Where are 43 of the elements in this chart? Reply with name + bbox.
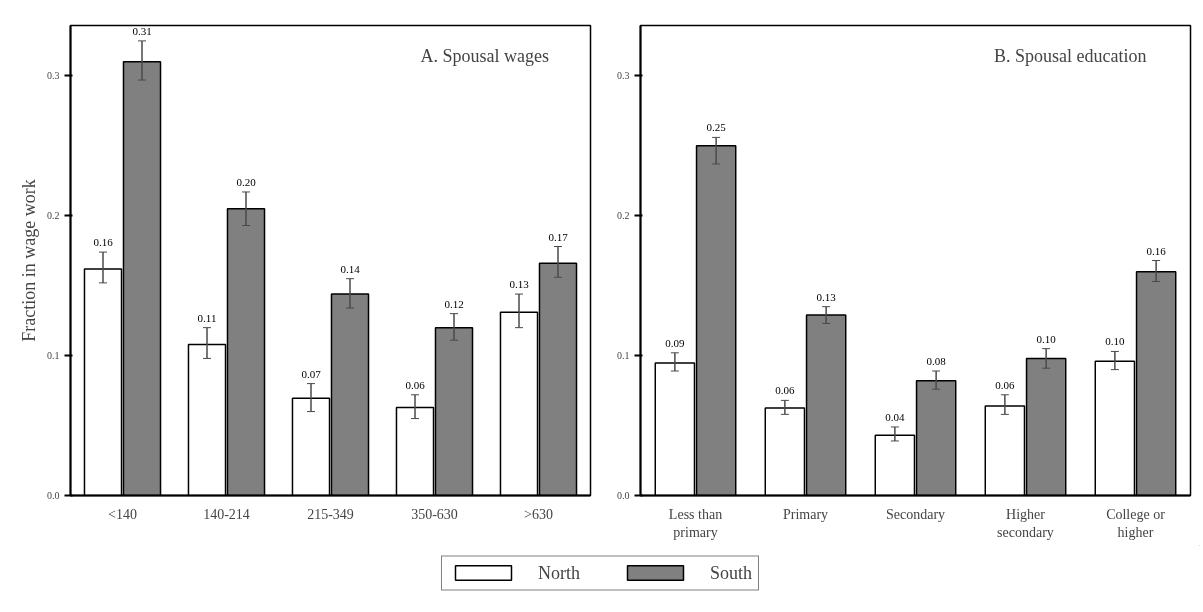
data-label: 0.11	[197, 311, 217, 324]
x-tick-label: Higher secondary	[997, 506, 1054, 540]
y-tick-label: 0.1	[617, 350, 630, 362]
data-label: 0.20	[236, 175, 257, 188]
data-label: 0.09	[665, 336, 685, 349]
x-tick-label: 350-630	[411, 506, 458, 522]
y-tick-label: 0.0	[617, 490, 630, 501]
y-tick-label: 0.3	[47, 70, 60, 82]
text: A. Spousal wages	[420, 45, 549, 66]
x-tick-label: College or higher	[1106, 506, 1166, 540]
x-tick-label: >630	[524, 506, 553, 522]
legend-label: South	[709, 562, 753, 583]
data-label: 0.06	[995, 378, 1015, 391]
y-tick-label: 0.1	[47, 350, 60, 362]
x-tick-label: Less than primary	[668, 506, 723, 540]
data-label: 0.14	[340, 262, 361, 275]
data-label: 0.06	[405, 378, 426, 391]
data-label: 0.10	[1105, 335, 1125, 348]
data-label: 0.25	[706, 121, 727, 134]
y-tick-label: 0.3	[617, 70, 630, 82]
x-tick-label: <140	[108, 506, 137, 522]
data-label: 0.07	[301, 367, 322, 380]
data-label: 0.10	[1036, 332, 1057, 345]
data-label: 0.13	[816, 290, 837, 303]
x-tick-label: Primary	[782, 506, 829, 522]
data-label: 0.06	[775, 384, 795, 397]
data-label: 0.04	[885, 410, 905, 423]
data-label: 0.16	[93, 236, 114, 249]
data-label: 0.31	[132, 24, 152, 37]
x-tick-label: 215-349	[307, 506, 354, 522]
y-tick-label: 0.0	[47, 490, 60, 501]
legend-label: North	[537, 562, 580, 583]
y-tick-label: 0.2	[47, 210, 60, 222]
data-label: 0.13	[509, 278, 530, 291]
x-tick-label: 140-214	[203, 506, 250, 522]
data-label: 0.08	[926, 355, 947, 368]
x-tick-label: Secondary	[885, 506, 946, 522]
data-label: 0.17	[548, 230, 569, 243]
data-label: 0.16	[1146, 244, 1167, 257]
y-axis-title: Fraction in wage work	[19, 179, 39, 342]
data-label: 0.12	[444, 297, 464, 310]
y-tick-label: 0.2	[617, 210, 630, 222]
text: B. Spousal education	[994, 45, 1147, 66]
